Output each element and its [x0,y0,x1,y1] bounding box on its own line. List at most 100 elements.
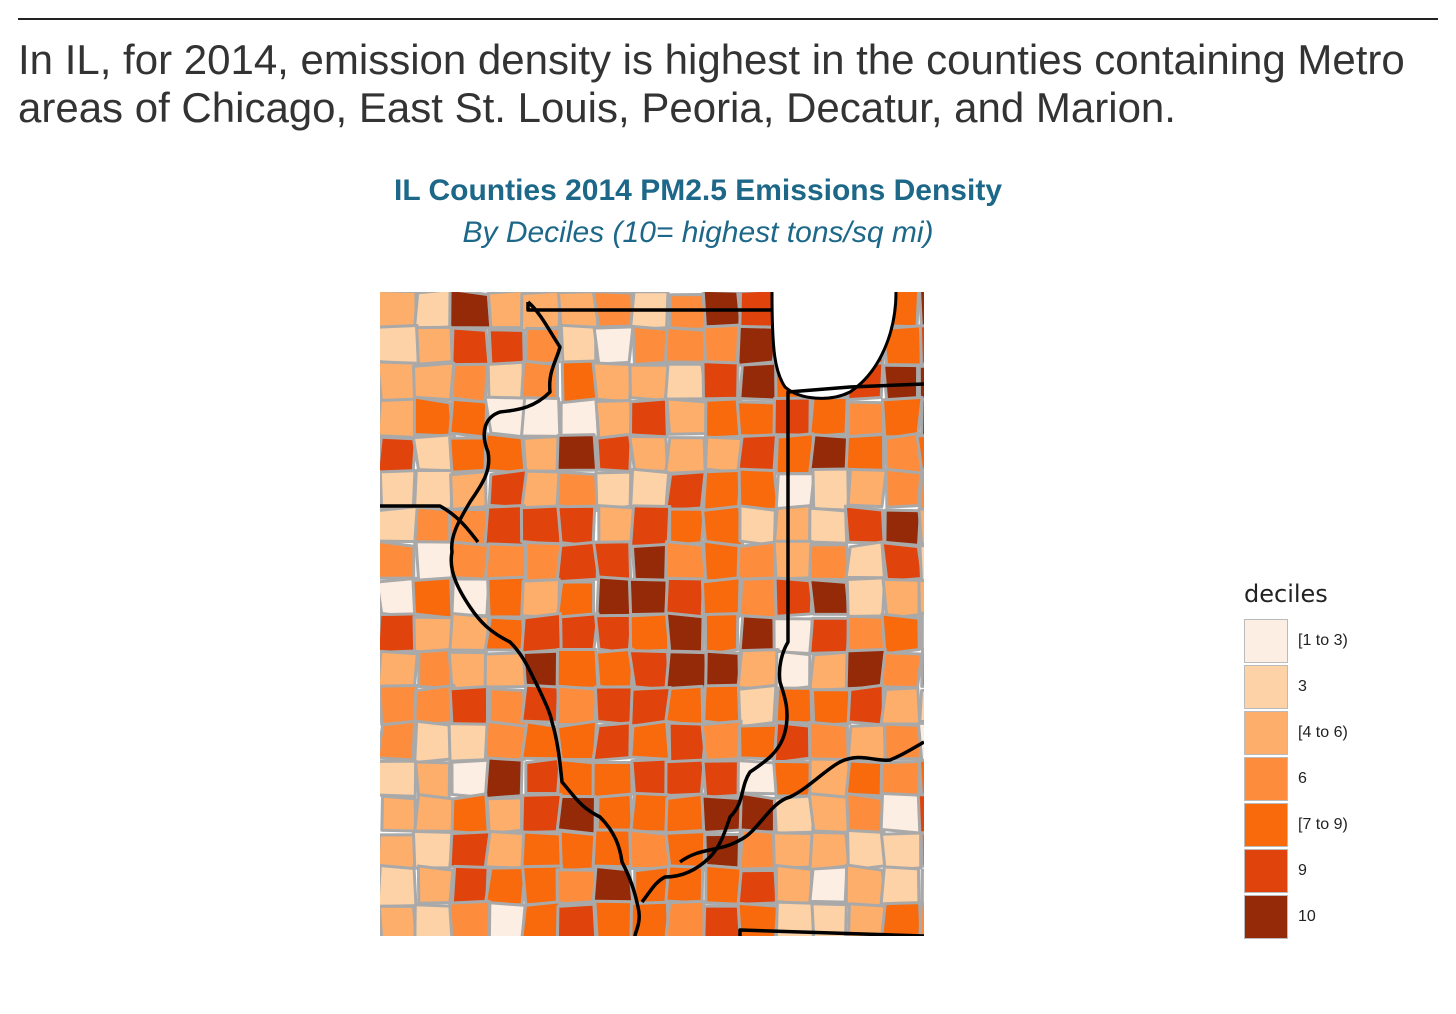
county [702,683,742,728]
illinois-indiana-line [640,400,790,904]
county [738,614,777,654]
county [880,612,921,656]
county [664,899,706,936]
county [774,900,815,936]
county [664,362,709,401]
county [845,576,887,618]
county [413,683,456,728]
county [737,467,780,512]
county [667,293,708,331]
county [846,614,888,656]
county [738,576,781,620]
county [918,543,924,583]
county [591,760,634,800]
county [629,719,672,761]
county [664,758,706,798]
county [701,504,745,547]
county [555,902,598,936]
county [380,397,419,439]
county [880,541,924,583]
county [628,612,671,654]
county [628,397,669,439]
county [411,829,456,870]
county [629,467,671,512]
legend-swatch [1244,665,1288,709]
county [448,899,491,936]
county [774,686,814,725]
county [555,647,600,690]
county [701,360,740,401]
county [380,719,417,762]
county [774,432,816,476]
lake-michigan [772,292,924,399]
county [555,684,599,727]
county [380,904,418,936]
county [880,395,924,439]
county [487,468,528,510]
county [704,863,743,906]
county [920,868,924,905]
county [845,792,886,836]
county [380,469,417,511]
map-subtitle: By Deciles (10= highest tons/sq mi) [462,216,934,249]
top-rule [18,18,1438,20]
county [555,470,601,510]
county [918,903,924,936]
county [628,434,670,474]
legend-swatch [1244,711,1288,755]
county [486,360,527,402]
county [917,579,924,618]
county [917,507,924,546]
indiana-north-line [786,382,924,400]
county [380,540,416,580]
county [736,648,780,692]
county [704,649,742,688]
county [917,364,924,401]
county [594,398,636,440]
county [846,723,888,763]
county [520,792,563,834]
county [483,615,526,652]
headline: In IL, for 2014, emission density is hig… [18,36,1405,131]
county [483,829,528,870]
county [414,760,452,800]
county [520,611,563,655]
legend-label: [7 to 9) [1298,816,1348,833]
county [559,397,600,439]
ohio-river [678,740,924,864]
county [808,865,849,904]
county [918,469,924,513]
county [808,650,852,692]
illinois-north-line [526,302,772,312]
legend-label: 10 [1298,908,1316,925]
county [483,719,528,763]
county [664,792,707,835]
county [483,651,529,689]
county [555,433,599,472]
county [486,575,528,619]
county [380,649,419,691]
county [736,433,778,473]
county [810,688,852,728]
county [664,576,706,619]
county [594,613,634,655]
county [702,904,743,936]
county [846,467,888,509]
county [844,433,886,476]
county [486,292,524,330]
county [555,719,599,762]
county [520,900,563,936]
county [664,540,708,583]
county [701,759,744,799]
county [487,328,526,367]
county [772,396,812,437]
county [483,756,524,800]
county [920,648,924,688]
county [808,616,851,655]
county [879,831,923,873]
county [844,647,887,691]
county [380,794,418,833]
county [846,400,886,439]
county [629,504,672,548]
county [448,612,490,652]
